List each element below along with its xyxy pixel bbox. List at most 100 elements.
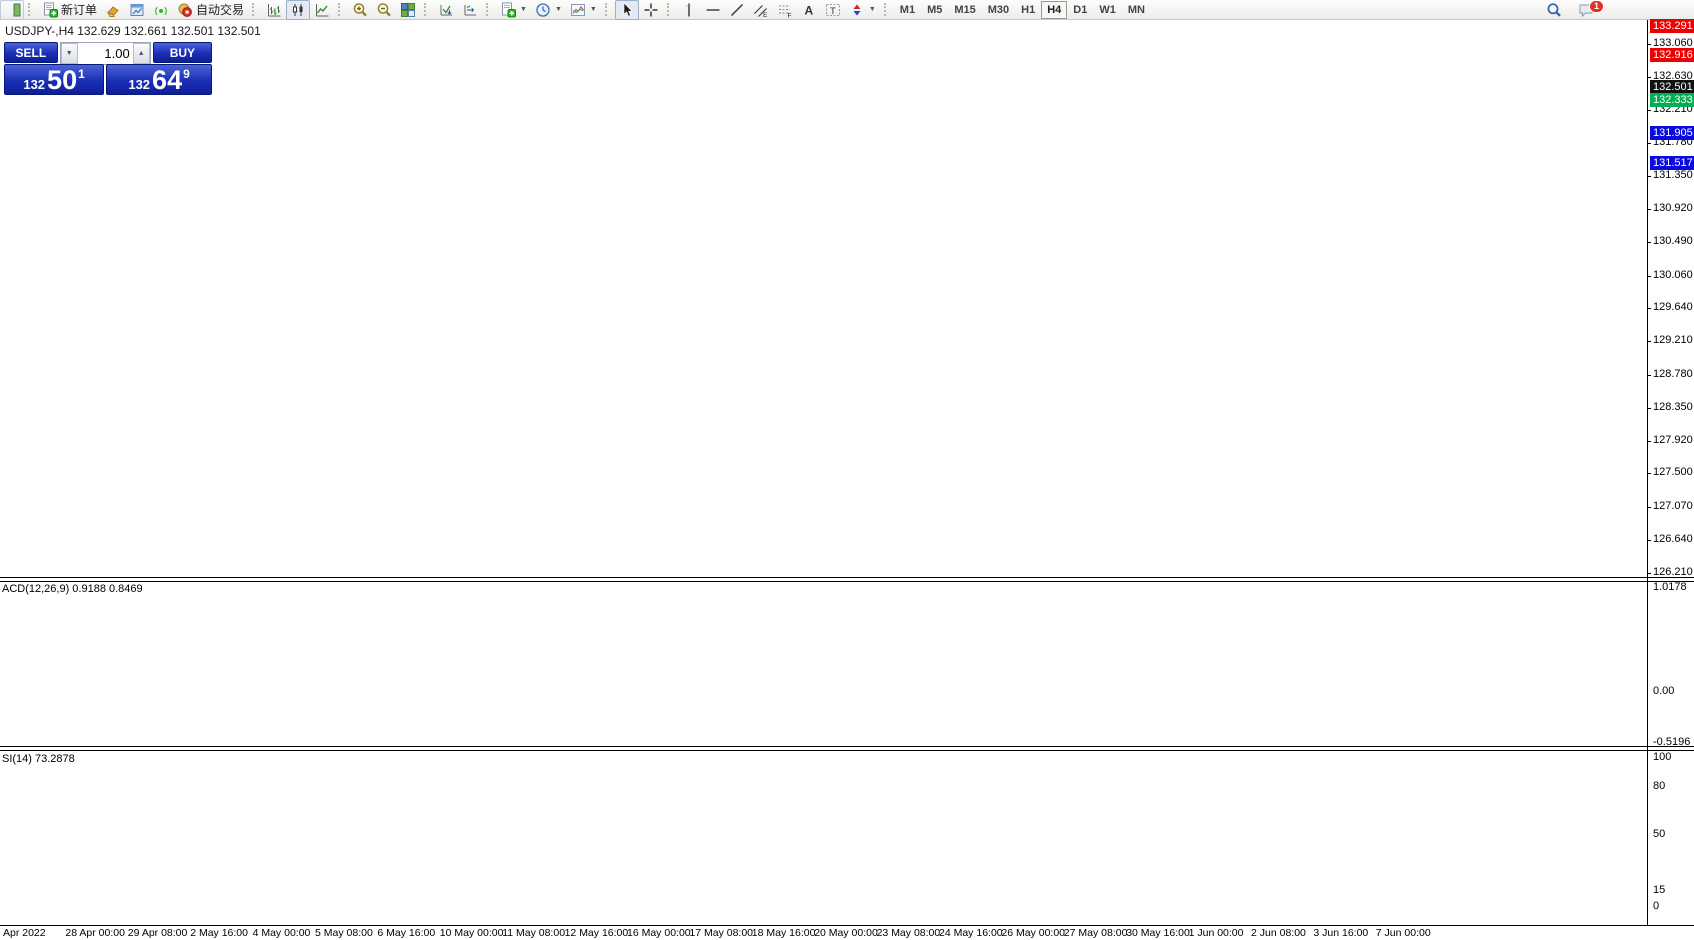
timeframe-m1-button[interactable]: M1 <box>894 1 921 19</box>
panel-separator[interactable] <box>0 577 1694 582</box>
oct-buttons-row: SELL ▼ ▲ BUY <box>4 42 212 65</box>
bar-chart-icon <box>268 3 281 16</box>
price-tick <box>1647 176 1651 177</box>
volume-decrease-button[interactable]: ▼ <box>60 43 78 64</box>
chevron-down-icon[interactable]: ▼ <box>589 6 597 13</box>
new-order-button[interactable]: 新订单 <box>38 0 101 20</box>
time-axis-label: 12 May 16:00 <box>564 927 629 939</box>
autotrade-button[interactable]: 自动交易 <box>173 0 248 20</box>
toolbar-grip[interactable] <box>252 3 259 16</box>
fibonacci-button[interactable]: F <box>773 0 797 20</box>
timeframe-h1-button[interactable]: H1 <box>1015 1 1041 19</box>
buy-button[interactable]: BUY <box>152 42 212 63</box>
chevron-down-icon[interactable]: ▼ <box>520 6 527 13</box>
sell-price-panel[interactable]: 132 50 1 <box>4 64 105 95</box>
rsi-label: SI(14) 73.2878 <box>2 753 75 765</box>
toolbar-grip[interactable] <box>28 3 35 16</box>
fibonacci-icon: F <box>778 5 791 19</box>
toolbar-group-zoom <box>334 0 420 19</box>
price-tick-label: 133.060 <box>1653 37 1693 49</box>
timeframe-m15-button[interactable]: M15 <box>948 1 981 19</box>
add-object-button[interactable]: ▼ <box>496 0 531 20</box>
volume-increase-button[interactable]: ▲ <box>132 43 150 64</box>
timeframe-d1-button[interactable]: D1 <box>1067 1 1093 19</box>
rsi-scale-label: 80 <box>1653 780 1666 792</box>
toolbar-grip[interactable] <box>883 3 891 16</box>
toolbar-button-label: H4 <box>1047 3 1062 16</box>
time-axis-label: 28 Apr 00:00 <box>65 927 125 939</box>
panel-separator[interactable] <box>0 746 1694 751</box>
cursor-button[interactable] <box>614 0 639 20</box>
chart-window-button[interactable] <box>125 0 149 20</box>
timeframe-m5-button[interactable]: M5 <box>921 1 948 19</box>
candlestick-icon <box>293 3 303 16</box>
line-chart-button[interactable] <box>310 0 334 20</box>
toolbar-grip[interactable] <box>666 3 674 16</box>
zoom-in-button[interactable] <box>348 0 372 20</box>
toolbar-grip[interactable] <box>604 3 612 16</box>
time-axis-label: 18 May 16:00 <box>751 927 816 939</box>
price-tick <box>1647 441 1651 442</box>
timeframe-m30-button[interactable]: M30 <box>982 1 1015 19</box>
candlestick-button[interactable] <box>286 0 311 20</box>
hline-button[interactable] <box>701 0 725 20</box>
time-axis-label: 17 May 08:00 <box>689 927 754 939</box>
time-axis-label: 7 Jun 00:00 <box>1375 927 1431 939</box>
clipped-window-button[interactable] <box>0 0 24 20</box>
search-button[interactable] <box>1542 0 1566 20</box>
time-axis: Apr 2022 28 Apr 00:00 29 Apr 08:00 2 May 16… <box>0 925 1694 940</box>
time-axis-label: 10 May 00:00 <box>439 927 504 939</box>
toolbar-group-edge <box>0 0 24 20</box>
time-axis-label: 24 May 16:00 <box>939 927 1003 939</box>
time-axis-label: 30 May 16:00 <box>1126 927 1190 939</box>
zoom-out-button[interactable] <box>372 0 396 20</box>
data-window-button[interactable] <box>458 0 482 20</box>
chevron-down-icon[interactable]: ▼ <box>868 6 876 13</box>
period-clock-button[interactable]: ▼ <box>531 0 566 20</box>
main-toolbar: 新订单 自动交易 ▼ ▼ ▼ E F A T ▼ M1 M5 M15 M30 H1 H4 D1 W1 MN 1 <box>0 0 1694 20</box>
label-button[interactable]: T <box>821 0 845 20</box>
template-button[interactable]: ▼ <box>566 0 601 20</box>
price-tick-label: 132.630 <box>1653 70 1693 82</box>
toolbar-grip[interactable] <box>424 3 431 16</box>
price-tick <box>1647 473 1651 474</box>
timeframe-w1-button[interactable]: W1 <box>1093 1 1122 19</box>
trendline-button[interactable] <box>725 0 749 20</box>
volume-input[interactable] <box>77 43 133 64</box>
signal-button[interactable] <box>149 0 173 20</box>
time-axis-label: 11 May 08:00 <box>502 927 566 939</box>
price-tick <box>1647 507 1651 508</box>
text-button[interactable]: A <box>797 0 821 20</box>
chevron-down-icon[interactable]: ▼ <box>554 6 562 13</box>
toolbar-button-label: M15 <box>954 3 976 16</box>
one-click-trading-widget: SELL ▼ ▲ BUY 132 50 1 132 64 9 <box>4 42 212 95</box>
crosshair-button[interactable] <box>639 0 663 20</box>
toolbar-grip[interactable] <box>338 3 345 16</box>
price-tick <box>1647 44 1651 45</box>
timeframe-h4-button[interactable]: H4 <box>1041 0 1068 19</box>
sell-price-pips: 50 <box>47 65 78 95</box>
toolbar-grip[interactable] <box>486 3 493 16</box>
svg-text:A: A <box>804 3 813 17</box>
buy-price-pips: 64 <box>152 65 183 95</box>
arrows-button[interactable]: ▼ <box>845 0 880 20</box>
timeframe-mn-button[interactable]: MN <box>1122 1 1151 19</box>
price-tick <box>1647 242 1651 243</box>
zoom-out-icon <box>377 2 391 16</box>
channel-button[interactable]: E <box>749 0 773 20</box>
eraser-button[interactable] <box>101 0 125 20</box>
price-badge: 132.333 <box>1650 93 1694 107</box>
sell-button[interactable]: SELL <box>4 42 58 63</box>
buy-price-panel[interactable]: 132 64 9 <box>106 64 212 95</box>
chat-button[interactable]: 1 <box>1574 0 1604 20</box>
bar-chart-button[interactable] <box>262 0 286 20</box>
indicator-window-button[interactable] <box>434 0 458 20</box>
vline-button[interactable] <box>677 0 701 20</box>
arrows-icon <box>853 4 861 15</box>
tile-windows-button[interactable] <box>396 0 420 20</box>
data-window-icon <box>464 4 477 15</box>
macd-label: ACD(12,26,9) 0.9188 0.8469 <box>2 583 143 595</box>
price-badge: 132.501 <box>1650 80 1694 94</box>
toolbar-button-label: 新订单 <box>61 3 98 17</box>
